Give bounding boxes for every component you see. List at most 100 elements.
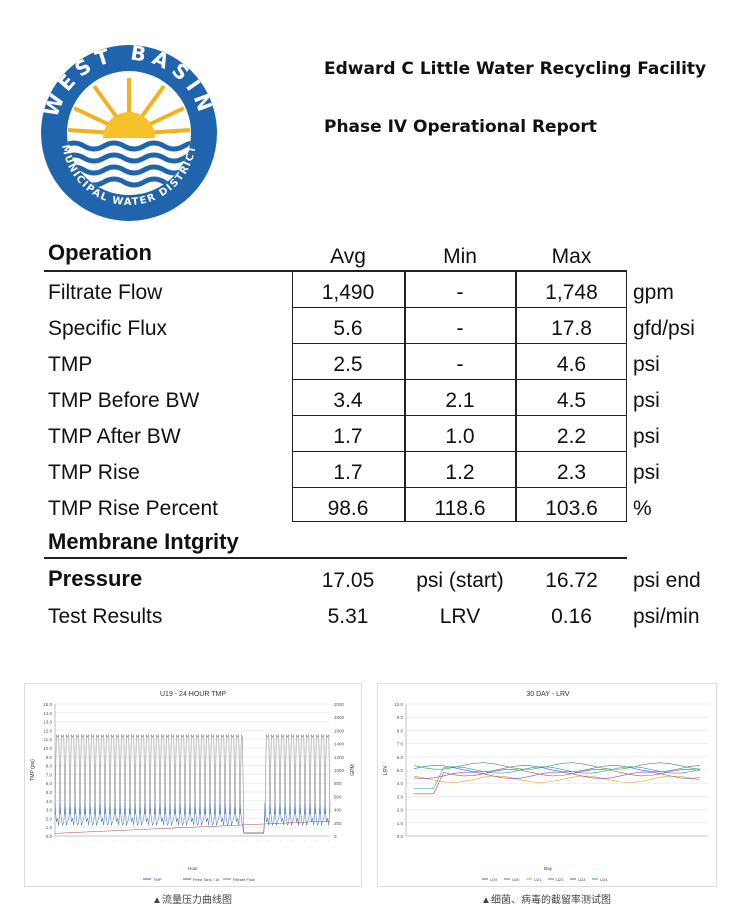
filtrate-flow-series [54,734,331,833]
legend-entry: U20 [512,877,520,882]
legend-entry: U19 [490,877,498,882]
legend-entry: U22 [556,877,564,882]
legend-entry: TMP [153,877,162,882]
x-tick-label: · [52,840,56,841]
y-tick-label: 1.0 [397,821,404,826]
chart-title: 30 DAY - LRV [526,691,570,698]
y-tick-label: 8.0 [46,764,53,769]
x-tick-label: · [303,840,307,841]
legend-entry: Feed Tank / 10 [193,877,220,882]
x-tick-label: · [148,840,152,841]
y2-tick-label: 600 [334,794,342,799]
x-tick-label: · [315,840,319,841]
y-tick-label: 4.0 [397,781,404,786]
y-tick-label: 4.0 [46,799,53,804]
legend-entry: Filtrate Flow [233,877,255,882]
tmp-chart-caption: ▲流量压力曲线图 [152,895,232,906]
col-avg-header: Avg [330,245,366,268]
lrv-series-6 [414,766,701,789]
y-tick-label: 5.0 [397,768,404,773]
lrv-series-5 [413,771,701,779]
y-tick-label: 0.0 [46,834,53,839]
lrv-series-2 [414,769,701,795]
y-tick-label: 0.0 [397,834,404,839]
operation-heading: Operation [48,240,152,265]
lrv-chart-caption: ▲细菌、病毒的截留率测试图 [481,895,611,906]
lrv-series-4 [413,762,701,770]
y-tick-label: 15.0 [43,702,52,707]
x-tick-label: · [100,840,104,841]
legend-entry: U21 [534,877,542,882]
y2-tick-label: 2000 [334,702,345,707]
y-tick-label: 5.0 [46,790,53,795]
tmp-series [54,802,331,834]
y-axis-label: TMP (psi) [30,759,36,781]
y2-axis-label: GPM [350,764,356,775]
feed-tank-series [54,820,331,834]
x-tick-label: · [327,840,331,841]
y-tick-label: 12.0 [43,728,52,733]
lrv-series-1 [413,765,701,773]
x-tick-label: · [195,840,199,841]
y2-tick-label: 1000 [334,768,345,773]
y-tick-label: 1.0 [46,825,53,830]
col-min-header: Min [443,245,477,268]
tmp-24-hour-chart-svg: U19 - 24 HOUR TMP 15.0 14.0 13.0 12.0 11.0 10.… [30,691,356,882]
x-tick-label: · [76,840,80,841]
membrane-divider [44,557,627,559]
y-tick-label: 3.0 [46,808,53,813]
y-tick-label: 14.0 [43,711,52,716]
y-tick-label: 10.0 [43,746,52,751]
x-axis-label: Hour [188,866,198,871]
y2-tick-label: 200 [334,821,342,826]
lrv-series-3 [413,775,701,783]
y-tick-label: 3.0 [397,794,404,799]
x-axis-label: Day [544,866,553,871]
y2-tick-label: 1400 [334,742,345,747]
y-tick-label: 2.0 [397,808,404,813]
y2-tick-label: 800 [334,781,342,786]
x-tick-label: · [219,840,223,841]
report-subtitle: Phase IV Operational Report [324,117,597,137]
west-basin-logo: WEST BASIN MUNICIPAL WATER DISTRICT [39,40,217,221]
legend-entry: U23 [578,877,586,882]
y-tick-label: 9.0 [46,755,53,760]
report-facility-title: Edward C Little Water Recycling Facility [324,59,707,79]
y-tick-label: 6.0 [397,755,404,760]
y-tick-label: 6.0 [46,781,53,786]
x-tick-label: · [88,840,92,841]
y-tick-label: 11.0 [44,737,53,742]
y2-tick-label: 1600 [334,728,345,733]
y2-tick-label: 1200 [334,755,345,760]
x-tick-label: · [255,840,259,841]
y-tick-label: 9.0 [397,715,404,720]
x-tick-label: · [207,840,211,841]
legend-entry: U24 [600,877,608,882]
y-tick-label: 7.0 [46,772,53,777]
x-tick-label: · [136,840,140,841]
x-tick-label: · [243,840,247,841]
lrv-30-day-chart: 30 DAY - LRV 10.0 9.0 8.0 7.0 6.0 5.0 4.0 3.0 2.0… [377,683,717,887]
x-tick-label: · [124,840,128,841]
y2-tick-label: 1800 [334,715,345,720]
y2-tick-label: 400 [334,808,342,813]
x-tick-label: · [172,840,176,841]
x-tick-label: · [291,840,295,841]
y-tick-label: 8.0 [397,728,404,733]
x-tick-label: · [184,840,188,841]
y-axis-label: LRV [383,765,389,775]
y-tick-label: 7.0 [397,742,404,747]
y-tick-label: 2.0 [46,816,53,821]
y2-tick-label: 0 [334,834,337,839]
y-tick-label: 13.0 [43,720,52,725]
lrv-30-day-chart-svg: 30 DAY - LRV 10.0 9.0 8.0 7.0 6.0 5.0 4.0 3.0 2.0… [383,691,708,882]
operation-table-grid [292,270,627,522]
x-tick-label: · [267,840,271,841]
chart-title: U19 - 24 HOUR TMP [160,691,226,698]
x-tick-label: · [231,840,235,841]
x-tick-label: · [160,840,164,841]
membrane-heading: Membrane Intgrity [48,529,239,554]
y-tick-label: 10.0 [394,702,403,707]
x-tick-label: · [64,840,68,841]
x-tick-label: · [279,840,283,841]
